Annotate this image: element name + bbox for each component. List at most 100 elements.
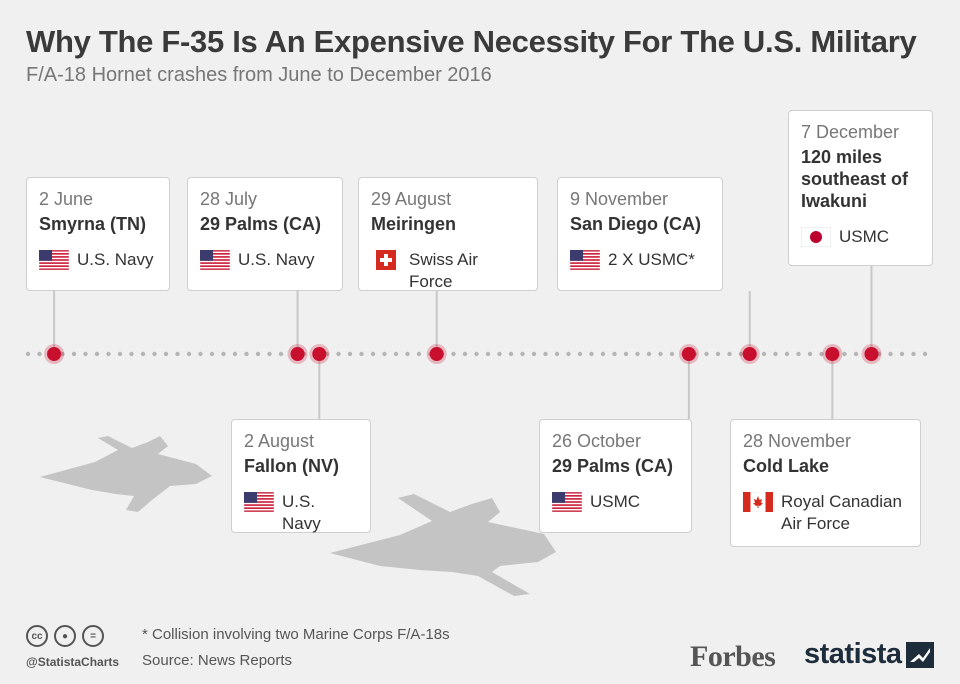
axis-dot xyxy=(37,351,42,357)
event-location: Smyrna (TN) xyxy=(39,214,147,234)
chart-subtitle: F/A-18 Hornet crashes from June to Decem… xyxy=(26,64,492,86)
event-location: 29 Palms (CA) xyxy=(200,214,322,234)
event-force-label: U.S. Navy xyxy=(282,492,321,533)
event-force: U.S. Navy xyxy=(39,249,157,271)
axis-dot xyxy=(474,351,479,357)
event-date: 28 November xyxy=(743,431,852,451)
axis-dot xyxy=(405,351,410,357)
japan-flag-icon xyxy=(801,227,831,247)
axis-dot xyxy=(704,351,709,357)
axis-dot xyxy=(244,351,249,357)
axis-dot xyxy=(152,351,157,357)
axis-dot xyxy=(773,351,778,357)
axis-dot xyxy=(129,351,134,357)
plane-silhouette-icon xyxy=(40,436,212,512)
axis-dot xyxy=(922,351,928,357)
event-dot xyxy=(312,347,327,361)
axis-dot xyxy=(163,351,169,357)
axis-dot xyxy=(416,351,422,357)
event-date: 29 August xyxy=(371,189,452,209)
event-force-label: U.S. Navy xyxy=(238,250,315,269)
axis-dot xyxy=(60,351,65,357)
canada-flag-icon xyxy=(743,492,773,512)
axis-dot xyxy=(600,351,606,357)
event-force-label: USMC xyxy=(590,492,641,511)
us-flag-icon xyxy=(244,492,274,512)
footnote: * Collision involving two Marine Corps F… xyxy=(142,626,450,643)
axis-dot xyxy=(278,351,284,357)
axis-dot xyxy=(888,351,893,357)
axis-dot xyxy=(497,351,502,357)
event-dot xyxy=(864,347,879,361)
event-card: 28 July 29 Palms (CA) U.S. Navy xyxy=(187,177,343,291)
event-location: Cold Lake xyxy=(743,456,830,476)
plane-silhouettes xyxy=(40,436,556,596)
event-location: San Diego (CA) xyxy=(570,214,702,234)
axis-dot xyxy=(727,351,732,357)
event-force: USMC xyxy=(801,226,920,248)
axis-dot xyxy=(25,351,31,357)
event-force-label: USMC xyxy=(839,227,890,246)
event-force-label: U.S. Navy xyxy=(77,250,154,269)
axis-dot xyxy=(520,351,525,357)
event-date: 28 July xyxy=(200,189,258,209)
no-derivatives-icon: = xyxy=(82,625,104,647)
axis-dot xyxy=(543,351,548,357)
statista-handle: @StatistaCharts xyxy=(26,655,120,669)
event-date: 26 October xyxy=(552,431,642,451)
license-icons: cc ● = xyxy=(26,625,104,647)
axis-dot xyxy=(267,351,272,357)
event-force: U.S. Navy xyxy=(244,491,358,535)
axis-dot xyxy=(554,351,560,357)
event-dot xyxy=(681,347,696,361)
axis-dot xyxy=(370,351,376,357)
us-flag-icon xyxy=(552,492,582,512)
cc-icon: cc xyxy=(26,625,48,647)
axis-dot xyxy=(635,351,640,357)
event-location: 120 miles southeast of Iwakuni xyxy=(801,147,909,211)
forbes-logo: Forbes xyxy=(690,640,776,673)
axis-dot xyxy=(796,351,801,357)
axis-dot xyxy=(106,351,111,357)
axis-dot xyxy=(336,351,341,357)
axis-dot xyxy=(589,351,594,357)
axis-dot xyxy=(451,351,456,357)
axis-dot xyxy=(186,351,192,357)
event-dot xyxy=(47,347,62,361)
axis-dot xyxy=(566,351,571,357)
axis-dot xyxy=(842,351,847,357)
event-force-label: Swiss Air Force xyxy=(409,250,478,291)
axis-dot xyxy=(658,351,663,357)
event-dot xyxy=(742,347,757,361)
event-card: 7 December 120 miles southeast of Iwakuni… xyxy=(788,110,933,266)
axis-dot xyxy=(485,351,491,357)
event-dot xyxy=(290,347,305,361)
event-card: 2 August Fallon (NV) U.S. Navy xyxy=(231,419,371,533)
statista-mark-icon xyxy=(906,642,934,668)
axis-dot xyxy=(807,351,813,357)
axis-dot xyxy=(255,351,261,357)
event-card: 29 August Meiringen Swiss Air Force xyxy=(358,177,538,291)
event-force: Royal Canadian Air Force xyxy=(743,491,908,535)
axis-dot xyxy=(784,351,790,357)
event-force: U.S. Navy xyxy=(200,249,330,271)
axis-dot xyxy=(612,351,617,357)
axis-dot xyxy=(175,351,180,357)
event-location: Fallon (NV) xyxy=(244,456,339,476)
axis-dot xyxy=(382,351,387,357)
event-location: Meiringen xyxy=(371,214,457,234)
axis-dot xyxy=(899,351,905,357)
axis-dot xyxy=(623,351,629,357)
axis-dot xyxy=(738,351,744,357)
event-force: 2 X USMC* xyxy=(570,249,710,271)
chart-title: Why The F-35 Is An Expensive Necessity F… xyxy=(26,24,917,59)
event-card: 9 November San Diego (CA) 2 X USMC* xyxy=(557,177,723,291)
axis-dot xyxy=(911,351,916,357)
axis-dot xyxy=(393,351,399,357)
axis-dot xyxy=(761,351,767,357)
axis-dot xyxy=(71,351,77,357)
axis-dot xyxy=(221,351,226,357)
axis-dot xyxy=(117,351,123,357)
axis-dot xyxy=(359,351,364,357)
